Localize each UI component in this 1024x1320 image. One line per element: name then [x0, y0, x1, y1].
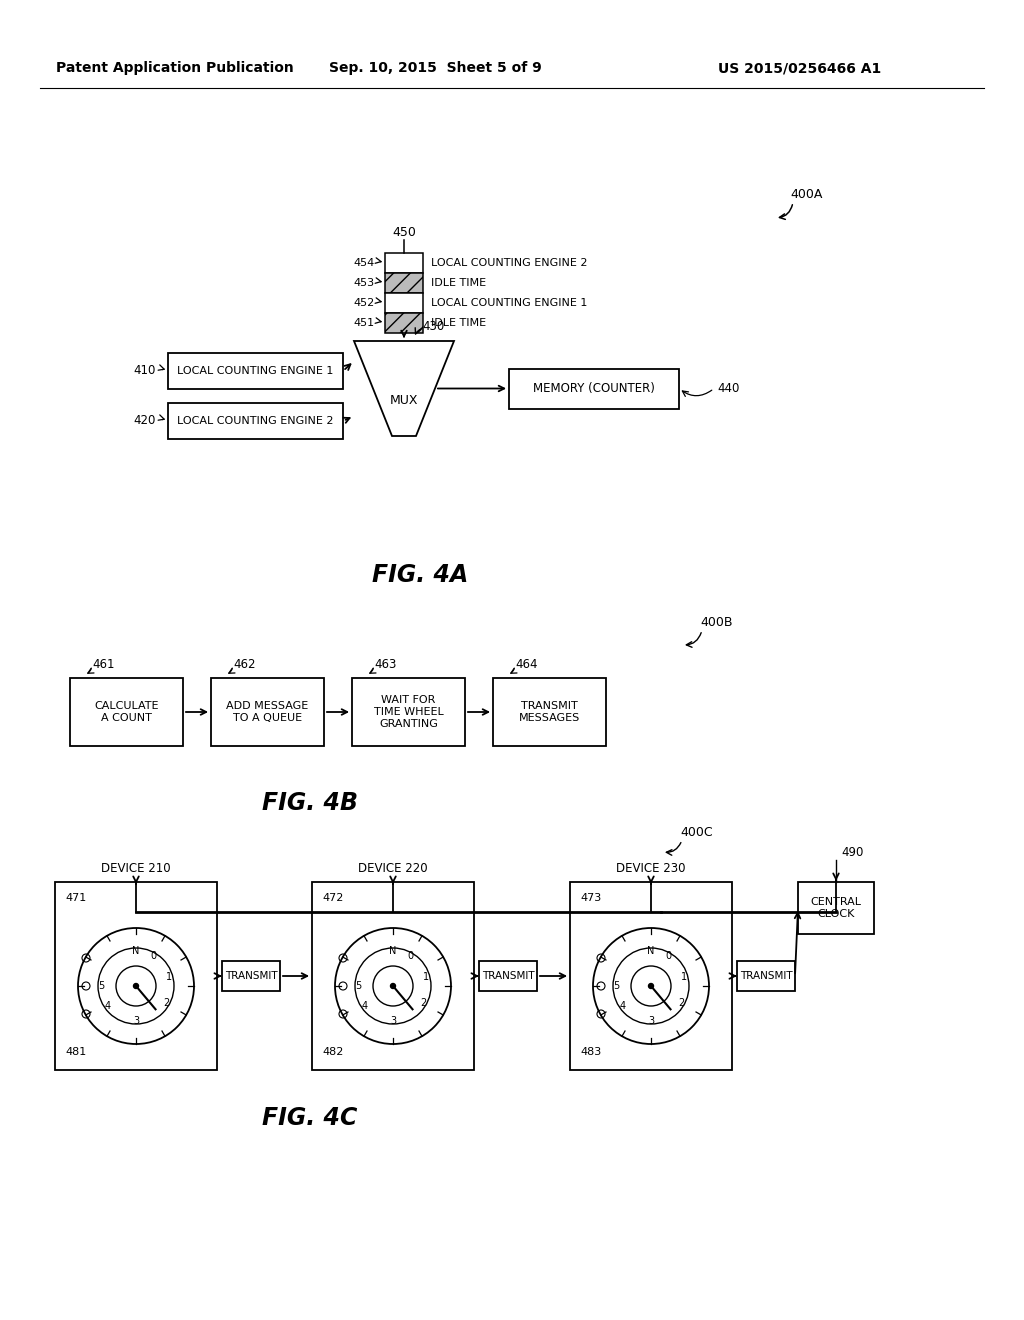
Text: 400C: 400C	[680, 825, 713, 838]
Text: CENTRAL
CLOCK: CENTRAL CLOCK	[811, 898, 861, 919]
Text: LOCAL COUNTING ENGINE 1: LOCAL COUNTING ENGINE 1	[431, 298, 588, 308]
Text: WAIT FOR
TIME WHEEL
GRANTING: WAIT FOR TIME WHEEL GRANTING	[374, 696, 443, 729]
Text: 3: 3	[133, 1015, 139, 1026]
Text: 464: 464	[515, 657, 538, 671]
Text: 1: 1	[681, 972, 687, 982]
Bar	[70, 678, 183, 746]
Text: 481: 481	[65, 1047, 86, 1057]
Text: ADD MESSAGE
TO A QUEUE: ADD MESSAGE TO A QUEUE	[226, 701, 308, 723]
Text: LOCAL COUNTING ENGINE 2: LOCAL COUNTING ENGINE 2	[431, 257, 588, 268]
Text: 5: 5	[613, 981, 620, 991]
Circle shape	[390, 983, 395, 989]
Bar	[222, 961, 280, 991]
Text: 400A: 400A	[790, 189, 822, 202]
Text: 420: 420	[133, 414, 156, 428]
Bar	[737, 961, 795, 991]
Text: IDLE TIME: IDLE TIME	[431, 318, 486, 327]
Text: DEVICE 210: DEVICE 210	[101, 862, 171, 874]
Text: 3: 3	[390, 1015, 396, 1026]
Bar	[385, 253, 423, 273]
Text: 4: 4	[361, 1001, 368, 1011]
Bar	[352, 678, 465, 746]
Text: 451: 451	[354, 318, 375, 327]
Text: TRANSMIT: TRANSMIT	[481, 972, 535, 981]
Text: 454: 454	[353, 257, 375, 268]
Bar	[55, 882, 217, 1071]
Text: 452: 452	[353, 298, 375, 308]
Bar	[385, 273, 423, 293]
Text: 462: 462	[233, 657, 256, 671]
Text: 1: 1	[166, 972, 172, 982]
Text: TRANSMIT: TRANSMIT	[739, 972, 793, 981]
Bar	[211, 678, 324, 746]
Text: 461: 461	[92, 657, 115, 671]
Bar	[798, 882, 874, 935]
Text: 430: 430	[422, 319, 444, 333]
Text: DEVICE 220: DEVICE 220	[358, 862, 428, 874]
Text: FIG. 4A: FIG. 4A	[372, 564, 468, 587]
Bar	[479, 961, 537, 991]
Bar	[509, 368, 679, 408]
Text: 4: 4	[104, 1001, 111, 1011]
Text: MEMORY (COUNTER): MEMORY (COUNTER)	[534, 381, 655, 395]
Circle shape	[116, 966, 156, 1006]
Circle shape	[631, 966, 671, 1006]
Text: TRANSMIT: TRANSMIT	[224, 972, 278, 981]
Text: 471: 471	[65, 894, 86, 903]
Text: 4: 4	[620, 1001, 626, 1011]
Text: 1: 1	[423, 972, 429, 982]
Text: CALCULATE
A COUNT: CALCULATE A COUNT	[94, 701, 159, 723]
Bar	[385, 293, 423, 313]
Text: 0: 0	[408, 952, 414, 961]
Text: 3: 3	[648, 1015, 654, 1026]
Text: 472: 472	[322, 894, 343, 903]
Text: TRANSMIT
MESSAGES: TRANSMIT MESSAGES	[519, 701, 581, 723]
Text: Sep. 10, 2015  Sheet 5 of 9: Sep. 10, 2015 Sheet 5 of 9	[329, 61, 542, 75]
Text: LOCAL COUNTING ENGINE 1: LOCAL COUNTING ENGINE 1	[177, 366, 334, 376]
Text: 483: 483	[580, 1047, 601, 1057]
Bar	[385, 313, 423, 333]
Bar	[493, 678, 606, 746]
Text: 410: 410	[133, 364, 156, 378]
Text: LOCAL COUNTING ENGINE 2: LOCAL COUNTING ENGINE 2	[177, 416, 334, 426]
Text: N: N	[647, 946, 654, 957]
Circle shape	[648, 983, 653, 989]
Bar	[168, 352, 343, 389]
Text: MUX: MUX	[390, 395, 418, 408]
Text: IDLE TIME: IDLE TIME	[431, 279, 486, 288]
Circle shape	[133, 983, 138, 989]
Text: 2: 2	[420, 998, 426, 1008]
Bar	[168, 403, 343, 440]
Text: 0: 0	[666, 952, 672, 961]
Text: 0: 0	[151, 952, 157, 961]
Text: Patent Application Publication: Patent Application Publication	[56, 61, 294, 75]
Text: FIG. 4C: FIG. 4C	[262, 1106, 357, 1130]
Text: 453: 453	[354, 279, 375, 288]
Bar	[312, 882, 474, 1071]
Text: 2: 2	[163, 998, 169, 1008]
Text: 5: 5	[355, 981, 361, 991]
Text: 463: 463	[374, 657, 396, 671]
Text: N: N	[132, 946, 139, 957]
Text: 5: 5	[98, 981, 104, 991]
Text: 440: 440	[717, 381, 739, 395]
Text: US 2015/0256466 A1: US 2015/0256466 A1	[719, 61, 882, 75]
Text: 482: 482	[322, 1047, 343, 1057]
Text: N: N	[389, 946, 396, 957]
Bar	[570, 882, 732, 1071]
Text: DEVICE 230: DEVICE 230	[616, 862, 686, 874]
Text: 450: 450	[392, 227, 416, 239]
Text: 490: 490	[841, 846, 863, 858]
Text: 400B: 400B	[700, 615, 732, 628]
Text: 473: 473	[580, 894, 601, 903]
Circle shape	[373, 966, 413, 1006]
Polygon shape	[354, 341, 454, 436]
Text: 2: 2	[678, 998, 684, 1008]
Text: FIG. 4B: FIG. 4B	[262, 791, 358, 814]
